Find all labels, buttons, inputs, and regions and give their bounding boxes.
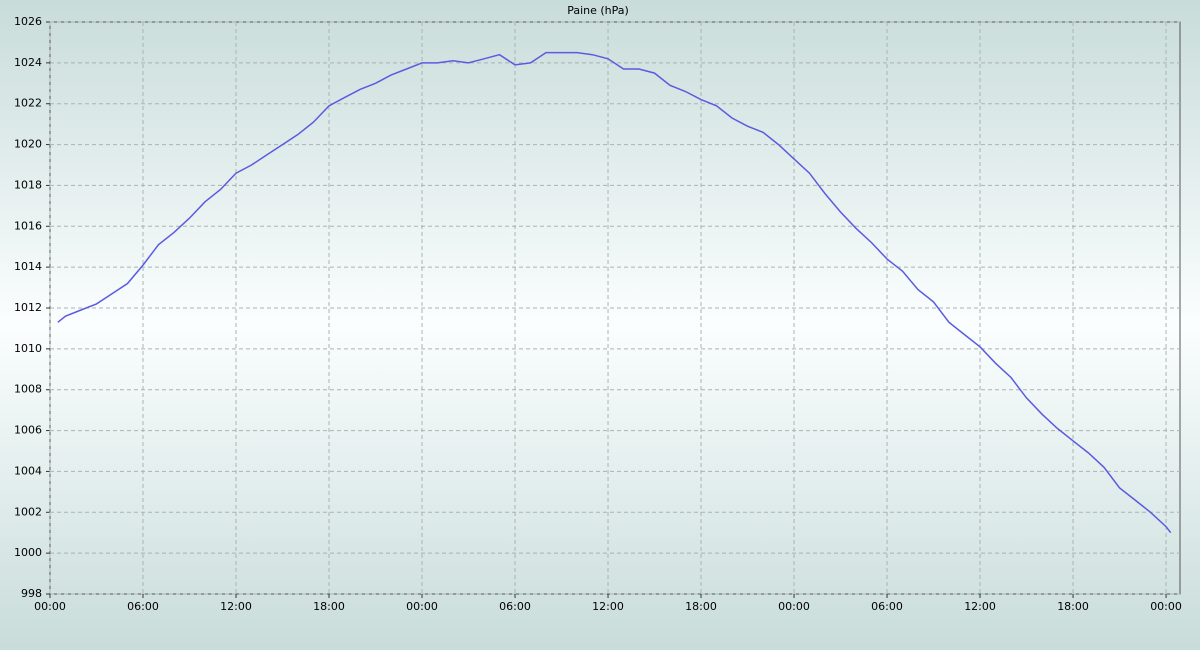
x-tick-label: 18:00 [685, 600, 717, 613]
y-tick-label: 1020 [14, 138, 42, 151]
y-tick-label: 1016 [14, 219, 42, 232]
x-tick-label: 00:00 [34, 600, 66, 613]
y-tick-label: 1024 [14, 56, 42, 69]
x-tick-label: 06:00 [871, 600, 903, 613]
chart-title: Paine (hPa) [567, 4, 629, 17]
x-tick-label: 00:00 [406, 600, 438, 613]
y-tick-label: 1010 [14, 342, 42, 355]
y-tick-label: 998 [21, 587, 42, 600]
x-tick-label: 06:00 [499, 600, 531, 613]
y-tick-label: 1022 [14, 97, 42, 110]
y-tick-label: 1000 [14, 546, 42, 559]
x-tick-label: 12:00 [964, 600, 996, 613]
x-tick-label: 18:00 [1057, 600, 1089, 613]
y-tick-label: 1012 [14, 301, 42, 314]
y-tick-label: 1026 [14, 15, 42, 28]
y-tick-label: 1004 [14, 464, 42, 477]
y-tick-label: 1008 [14, 383, 42, 396]
y-tick-label: 1018 [14, 178, 42, 191]
x-tick-label: 12:00 [220, 600, 252, 613]
x-tick-label: 00:00 [1150, 600, 1182, 613]
y-tick-label: 1014 [14, 260, 42, 273]
y-tick-label: 1002 [14, 505, 42, 518]
x-tick-label: 18:00 [313, 600, 345, 613]
x-tick-label: 00:00 [778, 600, 810, 613]
y-tick-label: 1006 [14, 424, 42, 437]
x-tick-label: 12:00 [592, 600, 624, 613]
data-line [57, 51, 1172, 534]
x-tick-label: 06:00 [127, 600, 159, 613]
